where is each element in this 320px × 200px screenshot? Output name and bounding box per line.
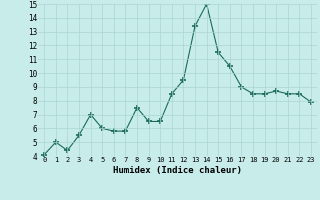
X-axis label: Humidex (Indice chaleur): Humidex (Indice chaleur) xyxy=(113,166,242,175)
